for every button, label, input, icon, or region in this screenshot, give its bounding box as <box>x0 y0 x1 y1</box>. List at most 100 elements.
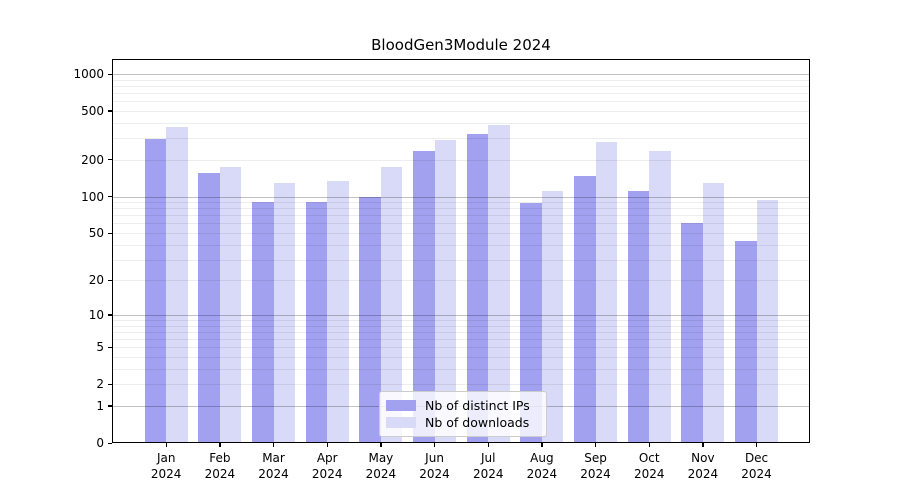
gridline-major <box>112 74 810 75</box>
x-tick-label: Oct 2024 <box>617 451 681 482</box>
x-tick-mark <box>702 443 704 447</box>
bar-downloads-jun <box>434 140 457 443</box>
x-tick-month: Oct <box>638 451 660 465</box>
bar-ips-dec <box>735 240 757 443</box>
y-tick-mark <box>108 110 112 112</box>
x-tick-year: 2024 <box>526 466 558 481</box>
x-tick-year: 2024 <box>472 466 504 481</box>
x-tick-mark <box>380 443 382 447</box>
bar-downloads-apr <box>327 180 349 443</box>
bar-ips-aug <box>520 202 542 443</box>
x-tick-year: 2024 <box>258 466 289 481</box>
legend: Nb of distinct IPs Nb of downloads <box>379 391 547 437</box>
gridline-minor <box>112 93 810 94</box>
gridline-minor <box>112 101 810 103</box>
x-tick-mark <box>219 443 221 447</box>
bar-downloads-dec <box>756 199 779 443</box>
x-tick-mark <box>326 443 328 447</box>
x-tick-year: 2024 <box>741 466 772 481</box>
bar-downloads-jul <box>488 124 510 443</box>
bar-ips-apr <box>305 202 328 443</box>
x-tick-month: May <box>368 451 394 465</box>
x-tick-mark <box>756 443 758 447</box>
legend-swatch-ips <box>386 400 416 411</box>
y-tick-label: 200 <box>81 152 104 167</box>
x-tick-month: Jan <box>156 451 176 465</box>
y-tick-label: 20 <box>88 273 104 288</box>
x-tick-mark <box>165 443 167 447</box>
bar-downloads-may <box>380 166 403 443</box>
y-tick-label: 2 <box>96 377 104 392</box>
y-tick-mark <box>108 383 112 385</box>
legend-label: Nb of distinct IPs <box>425 398 530 413</box>
x-tick-month: Nov <box>691 451 715 465</box>
x-tick-month: Feb <box>209 451 231 465</box>
x-tick-month: Mar <box>262 451 285 465</box>
x-tick-mark <box>273 443 275 447</box>
bar-downloads-feb <box>219 166 242 443</box>
x-tick-year: 2024 <box>204 466 236 481</box>
x-tick-year: 2024 <box>365 466 397 481</box>
x-tick-year: 2024 <box>311 466 343 481</box>
x-tick-month: Aug <box>530 451 554 465</box>
y-tick-mark <box>108 73 112 75</box>
legend-label: Nb of downloads <box>425 415 530 430</box>
x-tick-month: Jun <box>425 451 444 465</box>
legend-swatch-downloads <box>386 417 416 428</box>
y-tick-label: 100 <box>81 189 104 204</box>
y-tick-mark <box>108 314 112 316</box>
y-tick-mark <box>108 196 112 198</box>
bar-downloads-aug <box>541 191 564 443</box>
gridline-minor <box>112 159 810 161</box>
x-tick-label: Jul 2024 <box>456 451 520 482</box>
x-tick-label: May 2024 <box>349 451 413 482</box>
y-tick-mark <box>108 442 112 444</box>
x-tick-label: Dec 2024 <box>725 451 789 482</box>
bar-ips-nov <box>681 223 703 443</box>
chart-title: BloodGen3Module 2024 <box>371 36 551 54</box>
gridline-minor <box>112 111 810 112</box>
y-tick-label: 5 <box>96 340 104 355</box>
bar-ips-oct <box>627 191 650 443</box>
gridline-minor <box>112 138 810 140</box>
y-tick-label: 1 <box>96 398 104 413</box>
bar-downloads-nov <box>702 183 725 443</box>
x-tick-label: Jun 2024 <box>403 451 467 482</box>
y-tick-mark <box>108 405 112 407</box>
x-tick-year: 2024 <box>150 466 182 481</box>
x-tick-label: Sep 2024 <box>564 451 628 482</box>
y-tick-label: 0 <box>96 436 104 450</box>
gridline-minor <box>112 85 810 87</box>
x-tick-label: Nov 2024 <box>671 451 735 482</box>
bar-ips-mar <box>252 202 274 443</box>
x-tick-mark <box>595 443 597 447</box>
y-tick-label: 1000 <box>73 67 104 82</box>
legend-item: Nb of downloads <box>386 415 546 430</box>
x-tick-mark <box>434 443 436 447</box>
bar-ips-jan <box>144 139 167 443</box>
x-tick-label: Apr 2024 <box>295 451 359 482</box>
bar-ips-sep <box>574 175 596 443</box>
x-tick-month: Apr <box>316 451 338 465</box>
x-tick-label: Aug 2024 <box>510 451 574 482</box>
bar-ips-feb <box>198 172 220 443</box>
x-tick-year: 2024 <box>580 466 611 481</box>
x-tick-mark <box>487 443 489 447</box>
x-tick-mark <box>648 443 650 447</box>
x-tick-month: Jul <box>480 451 496 465</box>
y-tick-label: 500 <box>81 103 104 118</box>
bar-ips-jul <box>466 134 489 443</box>
x-tick-mark <box>541 443 543 447</box>
bar-downloads-jan <box>166 127 188 443</box>
gridline-minor <box>112 79 810 81</box>
bar-downloads-sep <box>595 142 618 443</box>
plot-area <box>112 59 810 443</box>
x-tick-label: Mar 2024 <box>242 451 306 482</box>
bar-downloads-oct <box>649 151 671 443</box>
y-tick-mark <box>108 346 112 348</box>
legend-item: Nb of distinct IPs <box>386 398 546 413</box>
y-tick-mark <box>108 232 112 234</box>
y-tick-label: 50 <box>88 226 104 240</box>
y-tick-label: 10 <box>88 307 104 322</box>
x-tick-month: Dec <box>744 451 769 465</box>
